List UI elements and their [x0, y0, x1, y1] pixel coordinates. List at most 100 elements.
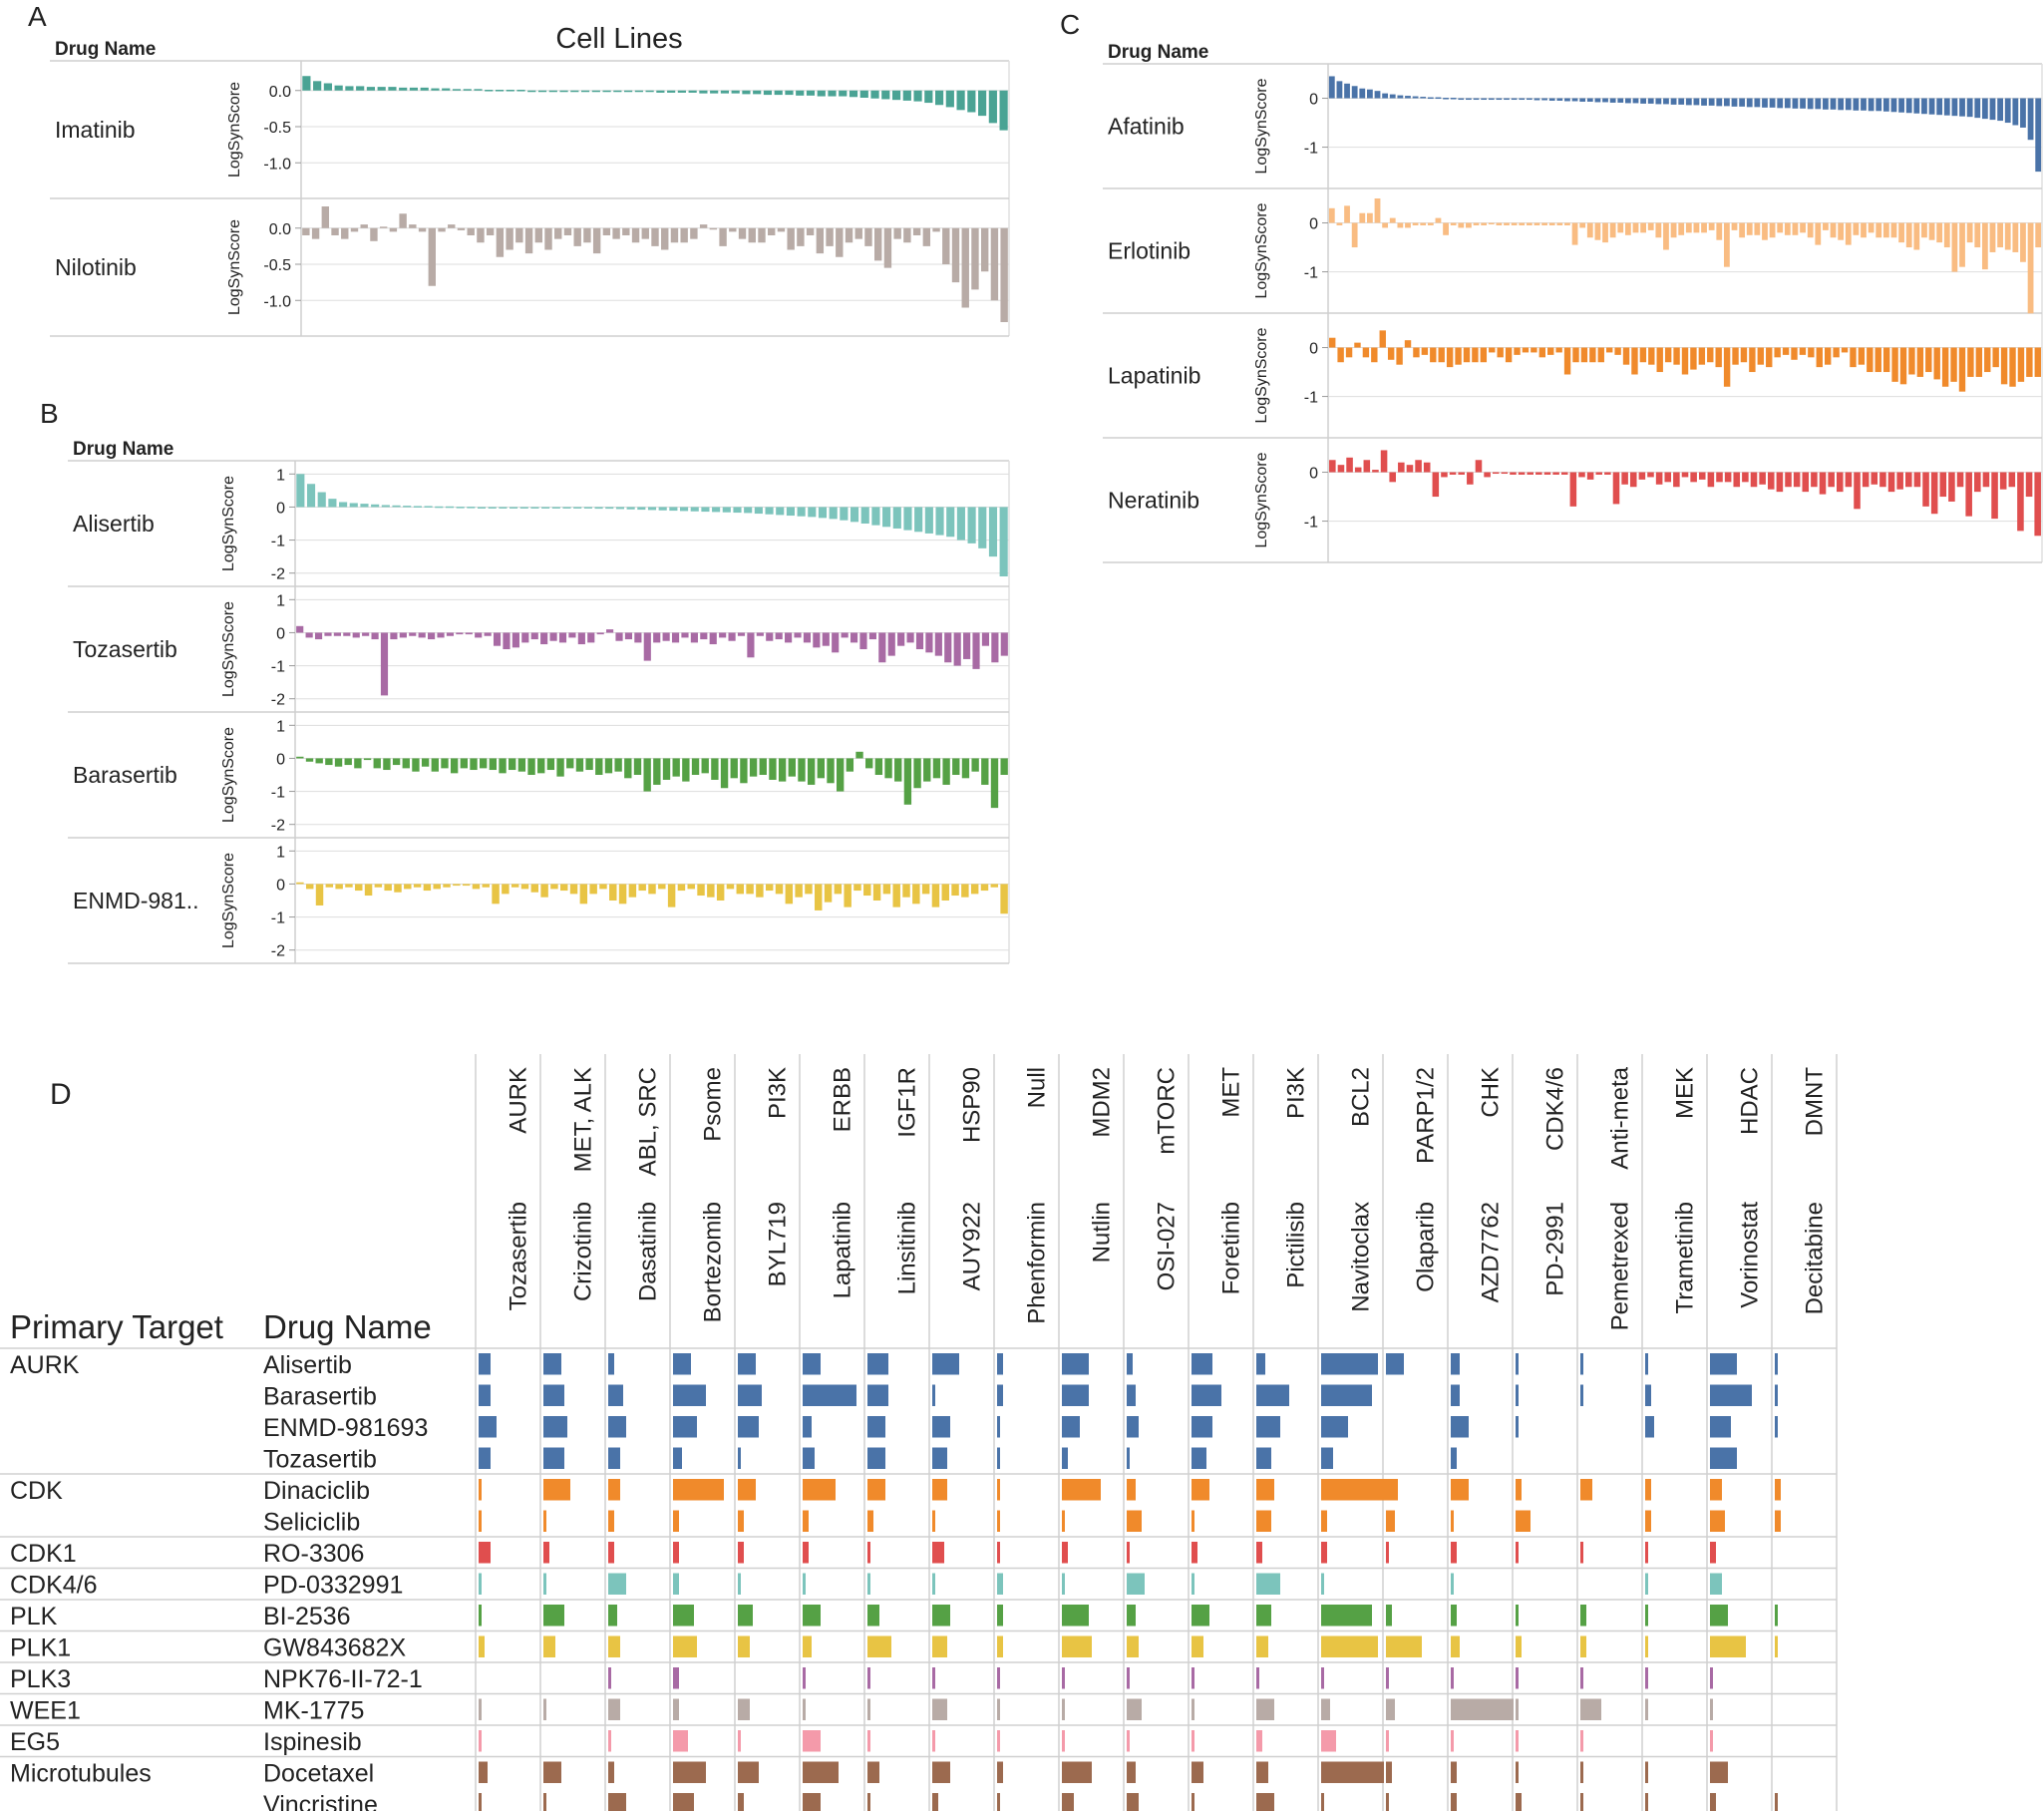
bar-enmd-981- [990, 884, 999, 888]
cell-bar [1516, 1667, 1519, 1689]
bar-afatinib [1466, 98, 1472, 101]
bar-afatinib [1602, 98, 1608, 103]
bar-nilotinib [612, 227, 620, 239]
bar-imatinib [849, 90, 858, 98]
bar-enmd-981- [315, 884, 324, 906]
bar-barasertib [354, 758, 362, 769]
bar-imatinib [474, 89, 483, 91]
bar-alisertib [551, 507, 560, 509]
bar-tozasertib [493, 632, 502, 646]
y-axis-label: LogSynScore [226, 219, 243, 315]
bar-erlotinib [1716, 222, 1723, 240]
bar-afatinib [1397, 95, 1404, 99]
cell-bar [1256, 1479, 1274, 1501]
bar-afatinib [1913, 98, 1920, 114]
column-target-label: MET, ALK [570, 1067, 597, 1172]
bar-imatinib [634, 90, 643, 93]
bar-nilotinib [321, 206, 330, 228]
bar-nilotinib [418, 227, 427, 232]
bar-imatinib [967, 90, 976, 113]
cell-bar [867, 1793, 870, 1811]
bar-neratinib [1458, 472, 1465, 475]
bar-afatinib [1997, 98, 2004, 122]
bar-alisertib [562, 507, 571, 509]
bar-barasertib [595, 758, 603, 775]
bar-lapatinib [1916, 347, 1924, 377]
bar-nilotinib [448, 224, 456, 228]
cell-bar [1580, 1635, 1586, 1657]
bar-erlotinib [1875, 222, 1882, 238]
cell-bar [932, 1384, 935, 1406]
cell-bar [1645, 1384, 1651, 1406]
cell-bar [1580, 1542, 1583, 1564]
cell-bar [1127, 1635, 1139, 1657]
bar-enmd-981- [931, 884, 940, 907]
bar-erlotinib [1898, 222, 1904, 243]
bar-alisertib [946, 507, 955, 538]
cell-bar [867, 1605, 879, 1627]
bar-tozasertib [813, 632, 821, 648]
bar-alisertib [914, 507, 923, 533]
bar-barasertib [865, 758, 873, 769]
bar-imatinib [763, 90, 773, 96]
bar-nilotinib [758, 227, 766, 243]
cell-bar [1192, 1605, 1209, 1627]
bar-tozasertib [643, 632, 651, 661]
column-drug-label: Linsitinib [894, 1202, 921, 1294]
bar-neratinib [1982, 472, 1990, 488]
bar-lapatinib [1463, 347, 1471, 363]
bar-enmd-981- [736, 884, 745, 895]
column-drug-label: Crizotinib [570, 1202, 597, 1301]
bar-alisertib [776, 507, 785, 516]
bar-enmd-981- [609, 884, 617, 901]
bar-tozasertib [475, 632, 483, 638]
tick-label: 1 [276, 592, 285, 609]
cell-bar [1321, 1793, 1324, 1811]
column-target-label: Null [1024, 1067, 1051, 1108]
cell-bar [673, 1384, 706, 1406]
bar-erlotinib [1792, 222, 1799, 235]
bar-barasertib [798, 758, 806, 782]
bar-lapatinib [2034, 347, 2041, 377]
bar-barasertib [431, 758, 439, 772]
drug-name-header: Drug Name [55, 39, 156, 60]
bar-lapatinib [1631, 347, 1638, 375]
cell-bar [738, 1542, 744, 1564]
bar-erlotinib [1989, 222, 1996, 252]
bar-lapatinib [1337, 347, 1344, 363]
bar-erlotinib [1663, 222, 1669, 250]
cell-bar [1775, 1605, 1778, 1627]
bar-erlotinib [1519, 222, 1526, 225]
bar-barasertib [421, 758, 430, 767]
bar-lapatinib [1690, 347, 1697, 370]
bar-neratinib [1742, 472, 1749, 483]
column-drug-label: Olaparib [1413, 1202, 1440, 1292]
cell-bar [997, 1793, 1000, 1811]
bar-alisertib [744, 507, 753, 514]
bar-nilotinib [787, 227, 795, 250]
bar-barasertib [363, 758, 372, 761]
bar-neratinib [1956, 472, 1964, 488]
bar-barasertib [392, 758, 401, 766]
bar-tozasertib [981, 632, 990, 646]
bar-imatinib [548, 90, 557, 93]
cell-bar [1192, 1793, 1194, 1811]
bar-nilotinib [690, 227, 698, 239]
bar-afatinib [1344, 83, 1350, 99]
bar-alisertib [935, 507, 944, 536]
cell-bar [608, 1384, 623, 1406]
cell-bar [1127, 1730, 1130, 1752]
tick-label: 0 [1309, 92, 1318, 109]
panel-a-title: Cell Lines [555, 23, 682, 55]
bar-lapatinib [1446, 347, 1454, 368]
bar-enmd-981- [746, 884, 754, 895]
tick-label: -1 [271, 785, 285, 802]
bar-neratinib [1913, 472, 1921, 488]
bar-nilotinib [729, 227, 737, 232]
bar-alisertib [435, 506, 444, 509]
tick-label: -1.0 [263, 156, 291, 173]
bar-alisertib [339, 502, 348, 508]
cell-bar [803, 1510, 809, 1532]
bar-enmd-981- [482, 884, 490, 888]
